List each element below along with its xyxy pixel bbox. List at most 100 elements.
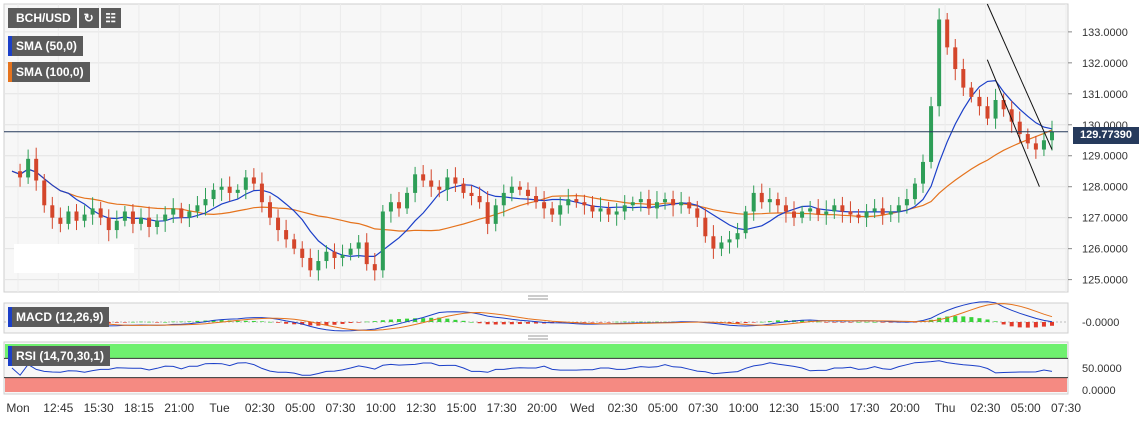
macd-histogram-bar bbox=[243, 320, 248, 322]
candle-body bbox=[187, 211, 192, 218]
x-tick-label: 02:30 bbox=[970, 401, 1000, 415]
candle-body bbox=[542, 202, 547, 209]
macd-histogram-bar bbox=[276, 322, 281, 323]
y-tick-label: 131.0000 bbox=[1082, 89, 1128, 101]
calendar-icon[interactable]: ☷ bbox=[100, 8, 121, 28]
macd-legend[interactable]: MACD (12,26,9) bbox=[8, 307, 110, 327]
macd-histogram-bar bbox=[945, 316, 950, 322]
candle-body bbox=[517, 186, 522, 190]
x-tick-label: 02:30 bbox=[245, 401, 275, 415]
candle-body bbox=[461, 183, 466, 193]
macd-histogram-bar bbox=[824, 322, 829, 323]
macd-histogram-bar bbox=[622, 321, 627, 323]
macd-histogram-bar bbox=[848, 322, 853, 323]
candle-body bbox=[171, 208, 176, 215]
macd-histogram-bar bbox=[163, 321, 168, 323]
rsi-legend[interactable]: RSI (14,70,30,1) bbox=[8, 346, 111, 366]
candle-body bbox=[783, 205, 788, 212]
candle-body bbox=[969, 87, 974, 97]
candle-body bbox=[1017, 121, 1022, 135]
macd-histogram-bar bbox=[953, 316, 958, 322]
candle-body bbox=[937, 19, 942, 107]
sma50-legend[interactable]: SMA (50,0) bbox=[8, 36, 83, 56]
trend-channel bbox=[986, 3, 1053, 187]
macd-histogram-bar bbox=[977, 318, 982, 322]
y-tick-label: 126.0000 bbox=[1082, 244, 1128, 256]
candle-body bbox=[872, 208, 877, 212]
sma50-label: SMA (50,0) bbox=[8, 36, 83, 56]
candle-body bbox=[267, 202, 272, 218]
x-tick-label: 07:30 bbox=[688, 401, 718, 415]
macd-histogram-bar bbox=[816, 321, 821, 323]
blank-overlay bbox=[14, 244, 134, 273]
sma100-path bbox=[11, 129, 1053, 232]
macd-histogram-bar bbox=[219, 320, 224, 322]
sma50-line bbox=[11, 79, 1053, 258]
macd-panel-frame bbox=[3, 302, 1069, 334]
candle-body bbox=[227, 186, 232, 193]
macd-histogram-bar bbox=[348, 322, 353, 323]
candle-body bbox=[276, 217, 281, 231]
candle-body bbox=[912, 183, 917, 200]
rsi-line bbox=[11, 360, 1053, 376]
macd-histogram-bar bbox=[525, 322, 530, 324]
x-tick-label: Wed bbox=[570, 401, 594, 415]
macd-histogram-bar bbox=[477, 322, 482, 324]
candle-body bbox=[98, 208, 103, 218]
candle-body bbox=[977, 96, 982, 107]
macd-histogram-bar bbox=[985, 319, 990, 322]
main-panel-frame bbox=[3, 3, 1069, 293]
sma100-label: SMA (100,0) bbox=[8, 62, 90, 82]
candle-body bbox=[332, 251, 337, 258]
candle-body bbox=[904, 199, 909, 206]
macd-histogram-bar bbox=[872, 321, 877, 323]
refresh-icon[interactable]: ↻ bbox=[78, 8, 99, 28]
macd-histogram-bar bbox=[195, 320, 200, 322]
candle-body bbox=[888, 211, 893, 215]
candle-body bbox=[147, 217, 152, 227]
candle-body bbox=[1050, 131, 1054, 141]
y-tick-label: 132.0000 bbox=[1082, 58, 1128, 70]
macd-histogram-bar bbox=[783, 320, 788, 322]
macd-histogram-bar bbox=[864, 321, 869, 323]
candle-body bbox=[243, 177, 248, 190]
candle-body bbox=[961, 69, 966, 88]
macd-histogram-bar bbox=[582, 322, 587, 323]
candle-body bbox=[840, 205, 845, 212]
x-tick-label: 05:00 bbox=[648, 401, 678, 415]
macd-histogram-bar bbox=[396, 319, 401, 322]
symbol-toolbar: BCH/USD ↻ ☷ bbox=[8, 8, 121, 28]
macd-histogram-bar bbox=[630, 321, 635, 323]
candle-body bbox=[211, 189, 216, 200]
symbol-label[interactable]: BCH/USD bbox=[8, 8, 77, 28]
x-tick-label: Thu bbox=[935, 401, 956, 415]
sma100-legend[interactable]: SMA (100,0) bbox=[8, 62, 90, 82]
y-axis: 133.0000132.0000131.0000130.0000129.0000… bbox=[1068, 27, 1128, 287]
macd-histogram-bar bbox=[235, 320, 240, 322]
macd-histogram-bar bbox=[251, 320, 256, 322]
macd-histogram-bar bbox=[372, 321, 377, 322]
macd-histogram-bar bbox=[517, 322, 522, 325]
candle-body bbox=[316, 261, 321, 271]
x-tick-label: 20:00 bbox=[890, 401, 920, 415]
candle-body bbox=[703, 217, 708, 237]
panel-resize-handles[interactable] bbox=[528, 295, 548, 340]
macd-histogram-bar bbox=[380, 320, 385, 322]
candle-body bbox=[421, 174, 426, 181]
candle-body bbox=[179, 208, 184, 218]
candle-body bbox=[82, 214, 87, 221]
macd-histogram-bar bbox=[969, 317, 974, 322]
candle-body bbox=[993, 100, 998, 119]
candles bbox=[18, 8, 1054, 281]
candle-body bbox=[429, 180, 434, 187]
candle-body bbox=[622, 205, 627, 212]
candle-body bbox=[671, 199, 676, 206]
rsi-oversold-zone bbox=[5, 377, 1067, 392]
macd-histogram-bar bbox=[1017, 322, 1022, 328]
candle-body bbox=[1033, 143, 1038, 150]
macd-histogram-bar bbox=[421, 318, 426, 322]
x-tick-label: 15:30 bbox=[84, 401, 114, 415]
macd-histogram-bar bbox=[614, 321, 619, 323]
macd-histogram-bar bbox=[155, 322, 160, 323]
